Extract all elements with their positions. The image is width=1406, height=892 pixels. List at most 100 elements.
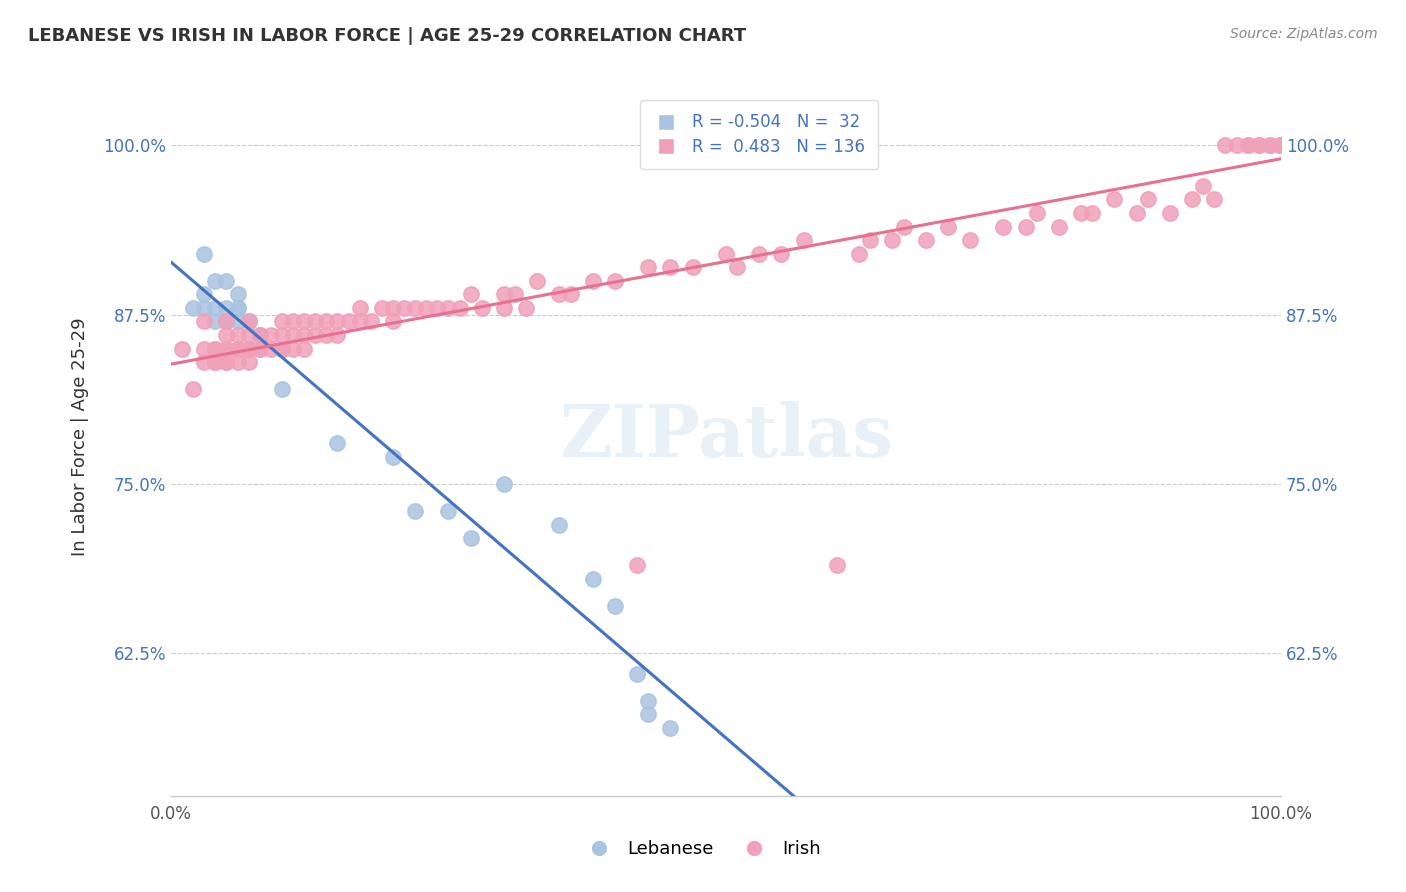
Point <box>770 246 793 260</box>
Y-axis label: In Labor Force | Age 25-29: In Labor Force | Age 25-29 <box>72 318 89 556</box>
Point <box>714 246 737 260</box>
Point <box>560 287 582 301</box>
Point <box>215 314 238 328</box>
Point <box>1070 206 1092 220</box>
Point <box>626 558 648 573</box>
Point <box>292 314 315 328</box>
Point <box>226 355 249 369</box>
Point <box>349 301 371 315</box>
Point <box>204 301 226 315</box>
Point <box>460 531 482 545</box>
Point <box>349 314 371 328</box>
Point <box>226 328 249 343</box>
Point <box>1270 138 1292 153</box>
Point <box>1159 206 1181 220</box>
Point <box>215 342 238 356</box>
Point <box>271 314 294 328</box>
Point <box>1270 138 1292 153</box>
Point <box>193 301 215 315</box>
Point <box>582 572 605 586</box>
Point <box>1270 138 1292 153</box>
Point <box>215 328 238 343</box>
Point <box>548 287 571 301</box>
Point <box>637 707 659 722</box>
Point <box>1204 193 1226 207</box>
Point <box>1125 206 1147 220</box>
Point <box>193 355 215 369</box>
Point <box>526 274 548 288</box>
Point <box>437 301 460 315</box>
Point <box>793 233 815 247</box>
Point <box>260 328 283 343</box>
Point <box>1047 219 1070 234</box>
Point <box>260 342 283 356</box>
Point <box>1270 138 1292 153</box>
Point <box>226 287 249 301</box>
Point <box>1270 138 1292 153</box>
Point <box>215 342 238 356</box>
Legend: R = -0.504   N =  32, R =  0.483   N = 136: R = -0.504 N = 32, R = 0.483 N = 136 <box>640 100 879 169</box>
Point <box>238 342 260 356</box>
Point <box>271 328 294 343</box>
Point <box>292 342 315 356</box>
Point <box>360 314 382 328</box>
Point <box>281 328 304 343</box>
Point <box>326 328 349 343</box>
Point <box>725 260 748 275</box>
Point <box>1270 138 1292 153</box>
Point <box>382 450 405 464</box>
Point <box>1270 138 1292 153</box>
Point <box>1225 138 1247 153</box>
Point <box>1270 138 1292 153</box>
Point <box>893 219 915 234</box>
Point <box>1270 138 1292 153</box>
Point <box>437 504 460 518</box>
Point <box>226 314 249 328</box>
Point <box>1014 219 1036 234</box>
Point <box>1270 138 1292 153</box>
Point <box>914 233 936 247</box>
Point <box>315 328 337 343</box>
Point <box>503 287 526 301</box>
Point <box>204 314 226 328</box>
Point <box>193 314 215 328</box>
Point <box>637 260 659 275</box>
Point <box>1270 138 1292 153</box>
Point <box>1270 138 1292 153</box>
Point <box>392 301 415 315</box>
Point <box>449 301 471 315</box>
Point <box>1270 138 1292 153</box>
Point <box>204 355 226 369</box>
Point <box>1270 138 1292 153</box>
Point <box>382 314 405 328</box>
Point <box>748 246 770 260</box>
Point <box>515 301 537 315</box>
Point <box>1270 138 1292 153</box>
Point <box>326 436 349 450</box>
Point <box>226 342 249 356</box>
Text: Source: ZipAtlas.com: Source: ZipAtlas.com <box>1230 27 1378 41</box>
Point <box>603 599 626 613</box>
Point <box>848 246 870 260</box>
Point <box>238 314 260 328</box>
Point <box>460 287 482 301</box>
Point <box>882 233 904 247</box>
Point <box>249 328 271 343</box>
Point <box>582 274 605 288</box>
Point <box>249 342 271 356</box>
Point <box>659 260 682 275</box>
Point <box>226 342 249 356</box>
Point <box>215 355 238 369</box>
Point <box>1270 138 1292 153</box>
Point <box>1181 193 1204 207</box>
Point <box>492 477 515 491</box>
Point <box>1270 138 1292 153</box>
Point <box>1270 138 1292 153</box>
Point <box>471 301 494 315</box>
Point <box>215 274 238 288</box>
Point <box>404 301 426 315</box>
Point <box>215 355 238 369</box>
Point <box>382 301 405 315</box>
Point <box>304 328 326 343</box>
Point <box>415 301 437 315</box>
